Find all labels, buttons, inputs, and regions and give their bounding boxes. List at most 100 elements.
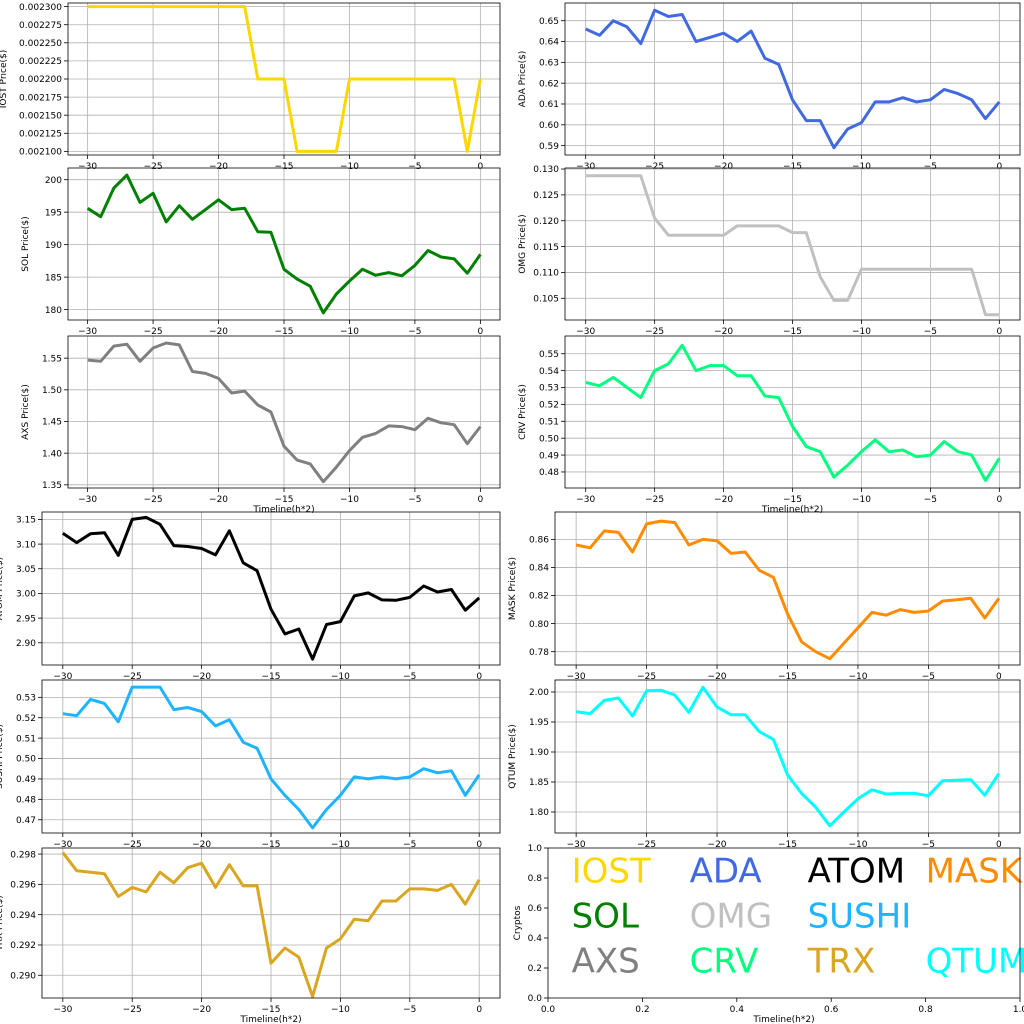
y-tick-label: 190 — [45, 241, 62, 251]
crypto-label: QTUM — [926, 942, 1024, 982]
y-axis-label: Cryptos — [513, 905, 523, 940]
y-axis-label: SOL Price($) — [21, 216, 31, 271]
x-axis-label: Timeline(h*2) — [761, 505, 823, 515]
subplot-1: −30 −25 −20 −15 −10 −5 00.0021000.0021250.0021… — [0, 3, 500, 172]
x-axis-label: Timeline(h*2) — [252, 505, 314, 515]
y-tick-label: 2.95 — [16, 614, 36, 624]
subplot-7: −30 −25 −20 −15 −10 −5 02.902.953.003.053.103.… — [0, 512, 500, 682]
y-tick-label: 0.59 — [539, 142, 559, 152]
x-tick-label: 1.0 — [1013, 1005, 1024, 1015]
y-tick-label: 0.115 — [533, 243, 559, 253]
y-tick-label: 1.50 — [42, 386, 62, 396]
y-tick-label: 0.292 — [10, 941, 36, 951]
subplot-11: −30 −25 −20 −15 −10 −5 00.2900.2920.2940.2960.… — [0, 848, 500, 1024]
x-tick-label: −30 — [78, 495, 97, 505]
y-tick-label: 1.55 — [42, 354, 62, 364]
y-tick-label: 0.63 — [539, 59, 559, 69]
y-tick-label: 0.002225 — [19, 57, 62, 67]
x-tick-label: −25 — [144, 327, 163, 337]
x-tick-label: −25 — [123, 1005, 142, 1015]
crypto-label: TRX — [807, 942, 876, 982]
y-tick-label: 0.78 — [529, 648, 549, 658]
x-tick-label: −30 — [567, 840, 586, 850]
y-tick-label: 1.95 — [529, 718, 549, 728]
y-tick-label: 0.53 — [539, 384, 559, 394]
x-tick-label: −30 — [576, 495, 595, 505]
crypto-label: SOL — [572, 897, 639, 937]
y-tick-label: 0.54 — [539, 367, 559, 377]
x-tick-label: −20 — [714, 495, 733, 505]
y-tick-label: 0.002300 — [19, 3, 62, 13]
x-tick-label: −10 — [340, 495, 359, 505]
crypto-label: OMG — [690, 897, 772, 937]
x-tick-label: −15 — [783, 495, 802, 505]
x-tick-label: −20 — [708, 840, 727, 850]
y-tick-label: 0.002150 — [19, 111, 62, 121]
crypto-label: AXS — [572, 942, 640, 982]
y-axis-label: SUSHI Price($) — [0, 724, 5, 789]
y-tick-label: 0.50 — [539, 434, 559, 444]
x-tick-label: −20 — [192, 1005, 211, 1015]
x-tick-label: −20 — [209, 495, 228, 505]
x-tick-label: −15 — [262, 1005, 281, 1015]
y-axis-label: MASK Price($) — [508, 557, 518, 620]
y-tick-label: 3.05 — [16, 565, 36, 575]
y-tick-label: 2.00 — [529, 688, 549, 698]
x-axis-label: Timeline(h*2) — [752, 1015, 814, 1024]
x-tick-label: 0 — [996, 327, 1002, 337]
x-tick-label: −10 — [852, 327, 871, 337]
x-tick-label: −25 — [637, 840, 656, 850]
x-tick-label: −20 — [714, 327, 733, 337]
y-tick-label: 0.4 — [528, 934, 543, 944]
subplot-9: −30 −25 −20 −15 −10 −5 0 0.47 0.48 0.49 0.50 0.51 0.… — [0, 680, 500, 850]
x-tick-label: −10 — [331, 1005, 350, 1015]
x-tick-label: 0 — [996, 840, 1002, 850]
x-tick-label: −20 — [209, 327, 228, 337]
x-tick-label: −5 — [403, 1005, 416, 1015]
y-axis-label: ADA Price($) — [518, 51, 528, 108]
x-tick-label: −5 — [408, 495, 421, 505]
y-tick-label: 0.6 — [528, 904, 543, 914]
y-tick-label: 0.120 — [533, 217, 559, 227]
y-tick-label: 0.47 — [16, 816, 36, 826]
x-tick-label: −5 — [408, 327, 421, 337]
x-tick-label: −30 — [78, 327, 97, 337]
y-tick-label: 0.105 — [533, 294, 559, 304]
x-tick-label: 0.0 — [541, 1005, 556, 1015]
crypto-label: ATOM — [808, 852, 905, 892]
y-axis-label: IOST Price($) — [0, 50, 9, 109]
y-tick-label: 0.50 — [16, 755, 36, 765]
y-tick-label: 0.294 — [10, 911, 36, 921]
y-tick-label: 0.290 — [10, 971, 36, 981]
x-tick-label: −5 — [924, 327, 937, 337]
x-tick-label: −30 — [576, 327, 595, 337]
x-tick-label: 0.8 — [918, 1005, 933, 1015]
y-tick-label: 0.130 — [533, 165, 559, 175]
y-tick-label: 0.51 — [539, 417, 559, 427]
y-axis-label: ATOM Price($) — [0, 557, 5, 620]
x-tick-label: −15 — [783, 327, 802, 337]
x-tick-label: 0.6 — [824, 1005, 839, 1015]
y-tick-label: 0.002200 — [19, 75, 62, 85]
subplot-5: −30 −25 −20 −15 −10 −5 0 1.35 1.40 1.45 1.50 1.55 AX… — [21, 336, 500, 515]
y-tick-label: 0.002275 — [19, 21, 62, 31]
y-tick-label: 0.8 — [528, 874, 543, 884]
x-tick-label: −15 — [778, 840, 797, 850]
y-axis-label: AXS Price($) — [21, 384, 31, 440]
y-tick-label: 180 — [45, 306, 62, 316]
y-tick-label: 3.00 — [16, 590, 36, 600]
y-tick-label: 0.298 — [10, 850, 36, 860]
subplot-4: −30 −25 −20 −15 −10 −5 00.1050.1100.1150.1200.… — [518, 165, 1020, 337]
x-tick-label: −10 — [340, 327, 359, 337]
y-tick-label: 1.45 — [42, 418, 62, 428]
y-axis-label: OMG Price($) — [518, 214, 528, 273]
y-tick-label: 0.296 — [10, 881, 36, 891]
y-tick-label: 0.49 — [539, 451, 559, 461]
y-tick-label: 0.64 — [539, 38, 559, 48]
x-axis-label: Timeline(h*2) — [239, 1015, 301, 1024]
crypto-label: SUSHI — [808, 897, 912, 937]
y-tick-label: 0.61 — [539, 100, 559, 110]
y-tick-label: 0.65 — [539, 17, 559, 27]
y-tick-label: 0.0 — [528, 994, 543, 1004]
